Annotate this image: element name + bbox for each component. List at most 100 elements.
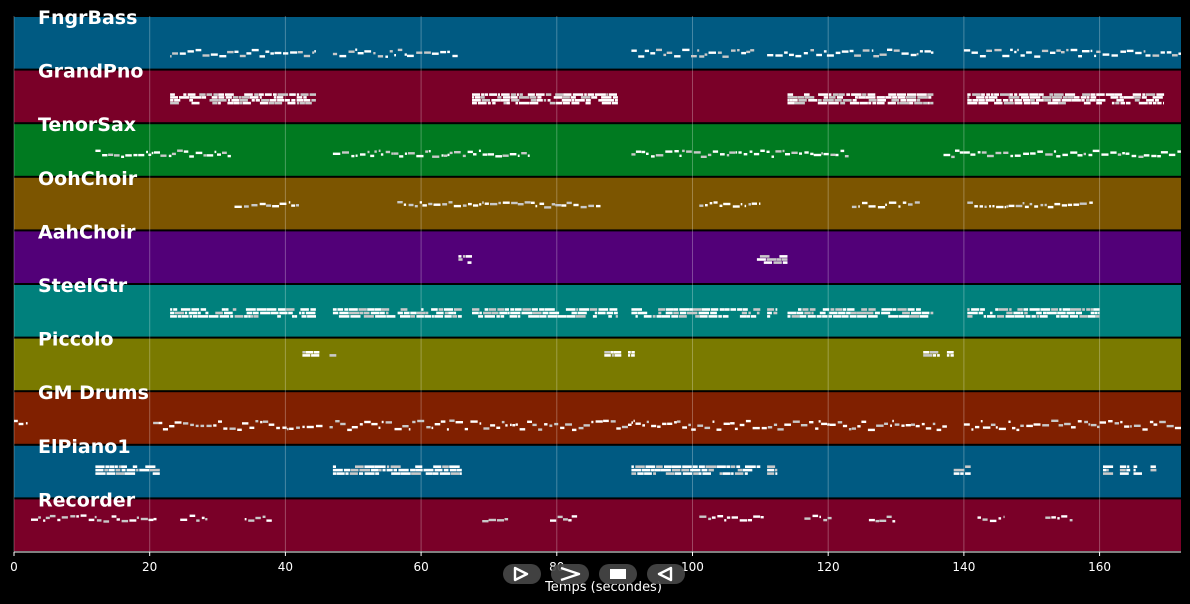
note <box>1152 54 1160 57</box>
note <box>656 315 662 318</box>
note <box>251 48 259 52</box>
note <box>983 315 987 318</box>
note <box>641 150 646 154</box>
note <box>1031 101 1039 105</box>
note <box>923 354 933 357</box>
note <box>967 311 978 315</box>
note <box>234 205 242 208</box>
note <box>671 468 681 472</box>
note <box>698 311 709 315</box>
note <box>877 206 886 209</box>
note <box>613 351 622 354</box>
note <box>576 308 579 311</box>
note <box>332 152 341 155</box>
note <box>302 425 305 429</box>
note <box>748 203 751 206</box>
note <box>699 315 708 318</box>
note <box>584 93 587 96</box>
note <box>705 465 717 468</box>
note <box>397 48 403 52</box>
note <box>767 308 775 311</box>
note <box>902 201 907 204</box>
note <box>1062 96 1067 99</box>
note <box>447 153 450 157</box>
note <box>57 518 61 522</box>
note <box>288 311 293 315</box>
note <box>972 93 981 96</box>
note <box>442 465 449 468</box>
note <box>43 519 46 522</box>
note <box>367 308 375 311</box>
note <box>342 151 349 154</box>
note <box>1009 308 1012 311</box>
note <box>739 423 745 427</box>
note <box>686 311 698 315</box>
note <box>665 311 673 315</box>
note <box>1082 93 1090 96</box>
note <box>287 101 296 105</box>
note <box>638 55 645 58</box>
note <box>972 99 978 102</box>
note <box>1006 205 1009 208</box>
play-button[interactable] <box>503 564 541 584</box>
note <box>682 48 690 52</box>
note <box>609 308 618 311</box>
note <box>311 99 316 102</box>
note <box>1166 51 1172 54</box>
note <box>458 255 462 258</box>
note <box>1145 93 1156 96</box>
note <box>578 426 584 430</box>
note <box>255 99 260 102</box>
note <box>848 428 852 431</box>
note <box>937 354 940 357</box>
note <box>385 421 392 424</box>
note <box>151 151 154 155</box>
note <box>549 311 560 315</box>
note <box>215 311 223 315</box>
note <box>656 48 662 52</box>
note <box>302 354 311 357</box>
note <box>444 311 449 315</box>
note <box>196 519 200 522</box>
note <box>1070 151 1078 154</box>
note <box>1111 101 1115 105</box>
note <box>1058 101 1066 105</box>
note <box>927 101 930 105</box>
track-band-steelgtr <box>14 285 1181 337</box>
forward-button[interactable] <box>551 564 589 584</box>
note <box>846 93 851 96</box>
note <box>612 96 618 99</box>
note <box>792 99 798 102</box>
note <box>828 101 839 105</box>
note <box>856 311 867 315</box>
note <box>1047 101 1059 105</box>
note <box>946 354 950 357</box>
note <box>1034 205 1039 208</box>
note <box>603 99 615 102</box>
note <box>914 201 920 204</box>
note <box>1120 420 1123 424</box>
note <box>671 465 682 468</box>
note <box>1090 96 1097 99</box>
note <box>665 308 674 311</box>
note <box>160 154 167 157</box>
note <box>1065 93 1076 96</box>
note <box>1146 99 1154 102</box>
note <box>692 465 698 468</box>
note <box>996 99 1002 102</box>
note <box>994 93 999 96</box>
stop-button[interactable] <box>599 564 637 584</box>
note <box>1098 311 1100 315</box>
note <box>475 96 481 99</box>
note <box>343 468 351 472</box>
note <box>424 51 431 54</box>
note <box>227 101 234 105</box>
note <box>209 99 219 102</box>
back-button[interactable] <box>647 564 685 584</box>
note <box>1135 51 1142 55</box>
note <box>452 315 458 318</box>
note <box>380 153 384 156</box>
note <box>704 426 711 430</box>
note <box>817 99 822 102</box>
note <box>146 150 148 154</box>
